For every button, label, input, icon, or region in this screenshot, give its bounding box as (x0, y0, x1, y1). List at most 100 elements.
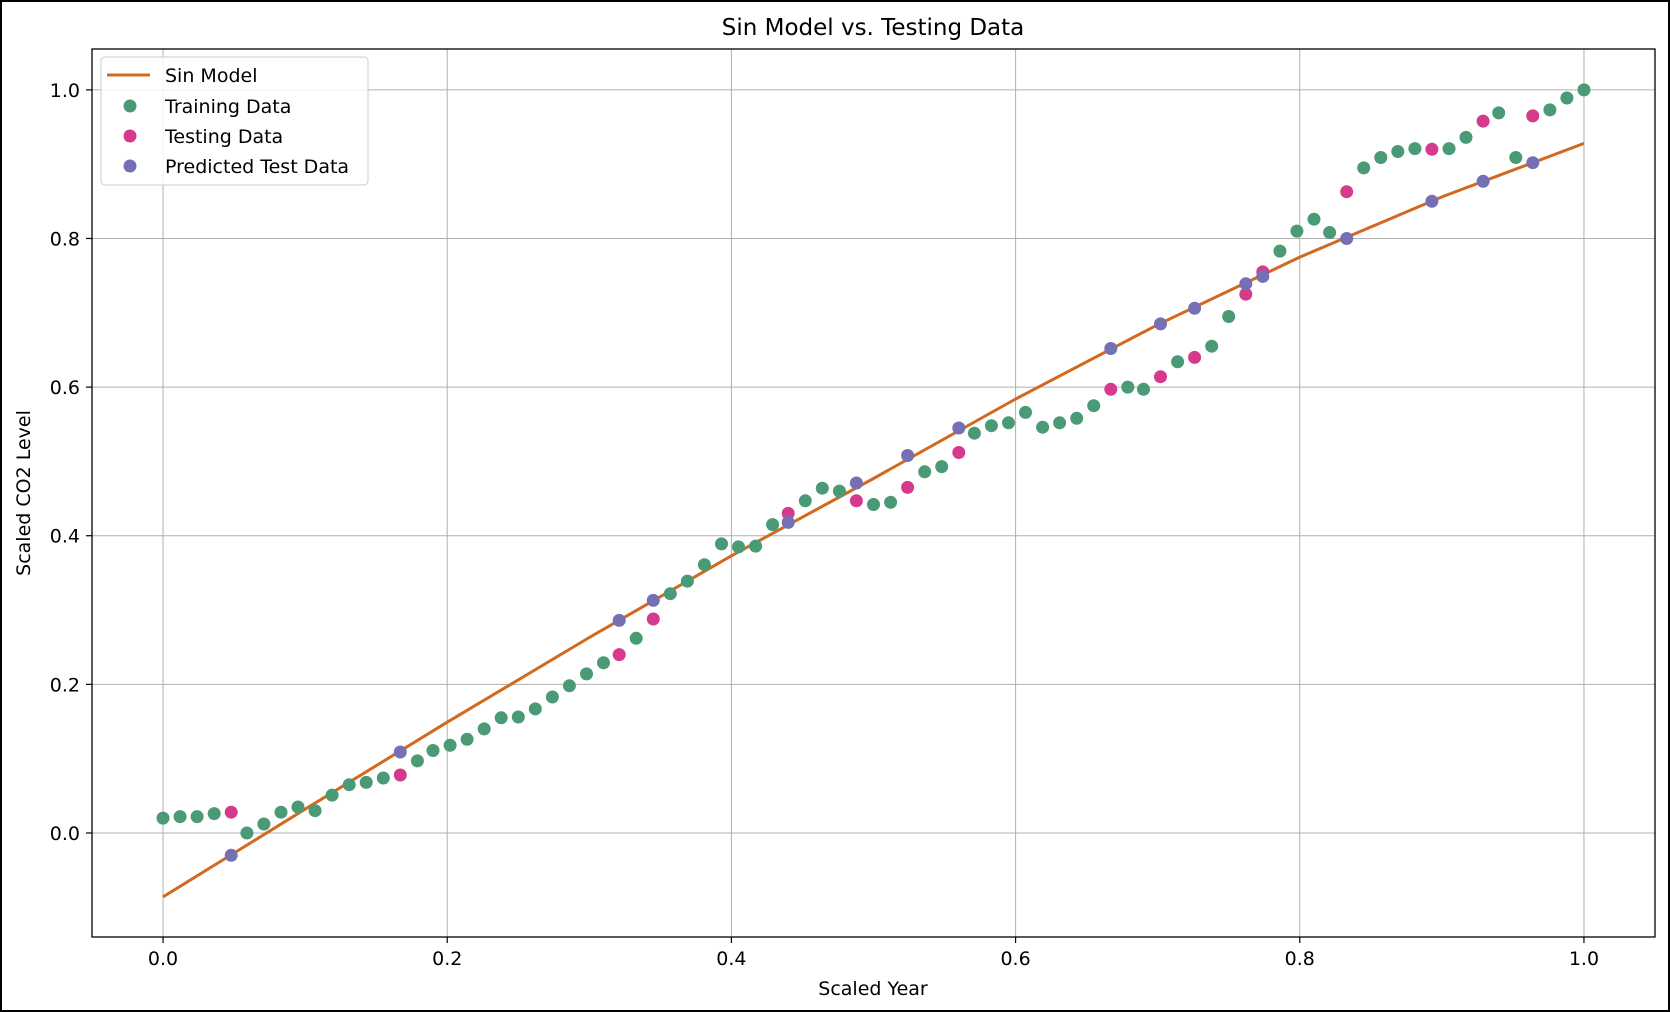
point-training-data (1492, 106, 1506, 120)
point-predicted-test-data (393, 745, 407, 759)
point-predicted-test-data (1239, 277, 1253, 291)
point-training-data (1053, 416, 1067, 430)
point-training-data (494, 711, 508, 725)
point-training-data (1560, 91, 1574, 105)
point-predicted-test-data (1256, 269, 1270, 283)
point-testing-data (952, 446, 966, 459)
point-training-data (715, 537, 728, 551)
x-tick-label: 0.0 (148, 948, 178, 970)
point-training-data (1442, 142, 1456, 156)
point-training-data (410, 754, 424, 768)
point-training-data (240, 826, 254, 840)
point-training-data (308, 804, 322, 818)
point-predicted-test-data (1188, 301, 1202, 315)
point-training-data (426, 744, 440, 757)
point-training-data (562, 679, 576, 693)
point-training-data (967, 426, 981, 440)
point-testing-data (612, 648, 626, 662)
point-training-data (1577, 83, 1591, 97)
y-tick-label: 1.0 (50, 80, 80, 102)
legend-box (100, 56, 369, 186)
point-training-data (156, 811, 170, 825)
legend-label-sin-model: Sin Model (165, 65, 257, 87)
point-training-data (815, 481, 829, 495)
point-training-data (342, 778, 356, 792)
point-predicted-test-data (224, 848, 238, 862)
y-tick-label: 0.6 (50, 377, 80, 399)
x-tick-label: 0.8 (1285, 948, 1315, 970)
point-training-data (884, 495, 898, 509)
point-training-data (1087, 399, 1101, 413)
point-testing-data (1188, 350, 1202, 364)
point-testing-data (781, 506, 795, 520)
legend-marker-training-data (123, 99, 137, 113)
point-training-data (1374, 151, 1388, 164)
y-tick-label: 0.4 (50, 526, 80, 548)
point-training-data (1408, 142, 1422, 156)
point-testing-data (1476, 114, 1490, 128)
point-training-data (867, 498, 880, 511)
y-tick-label: 0.2 (50, 674, 80, 696)
point-testing-data (1340, 185, 1354, 199)
point-training-data (274, 805, 288, 819)
point-training-data (580, 667, 593, 681)
point-training-data (1019, 405, 1032, 419)
chart-title: Sin Model vs. Testing Data (722, 15, 1025, 41)
legend: Sin Model Training Data Testing Data Pre… (100, 56, 369, 186)
point-training-data (1036, 420, 1050, 434)
point-predicted-test-data (952, 421, 966, 435)
point-training-data (732, 540, 745, 554)
x-tick-label: 1.0 (1569, 948, 1599, 970)
x-tick-label: 0.6 (1000, 948, 1030, 970)
point-testing-data (1239, 287, 1253, 301)
point-training-data (1357, 161, 1371, 175)
point-training-data (749, 539, 763, 553)
point-training-data (918, 465, 932, 479)
y-tick-label: 0.8 (50, 228, 80, 250)
x-tick-label: 0.4 (716, 948, 746, 970)
point-training-data (1391, 145, 1405, 158)
point-training-data (460, 732, 474, 746)
point-predicted-test-data (1340, 232, 1354, 245)
point-training-data (1002, 416, 1015, 430)
point-training-data (935, 460, 949, 474)
legend-label-predicted-test-data: Predicted Test Data (165, 156, 349, 178)
point-training-data (663, 587, 677, 601)
point-training-data (359, 775, 373, 789)
point-training-data (1171, 355, 1185, 369)
y-tick-label: 0.0 (50, 823, 80, 845)
legend-label-training-data: Training Data (164, 96, 291, 118)
point-training-data (443, 738, 457, 752)
point-predicted-test-data (612, 613, 626, 627)
point-predicted-test-data (1425, 194, 1439, 208)
point-training-data (1205, 339, 1219, 353)
point-predicted-test-data (646, 593, 660, 607)
point-predicted-test-data (1476, 174, 1490, 188)
point-training-data (629, 631, 643, 645)
point-testing-data (849, 494, 863, 508)
axes-frame (91, 48, 1656, 938)
point-training-data (173, 810, 187, 824)
point-testing-data (1104, 382, 1118, 396)
point-training-data (680, 574, 694, 588)
point-training-data (1121, 380, 1135, 394)
point-testing-data (1526, 109, 1540, 123)
point-training-data (291, 800, 305, 814)
point-training-data (1137, 382, 1150, 396)
point-testing-data (224, 805, 238, 819)
point-training-data (597, 656, 610, 670)
point-predicted-test-data (1104, 342, 1118, 355)
legend-label-testing-data: Testing Data (164, 126, 283, 148)
point-training-data (511, 710, 525, 724)
point-training-data (325, 788, 339, 802)
point-training-data (1273, 244, 1287, 258)
point-training-data (477, 722, 491, 736)
grid-layer (92, 49, 1655, 937)
point-predicted-test-data (901, 449, 915, 462)
point-training-data (766, 518, 780, 532)
point-training-data (1307, 212, 1321, 226)
point-testing-data (393, 768, 407, 782)
point-training-data (207, 807, 221, 821)
